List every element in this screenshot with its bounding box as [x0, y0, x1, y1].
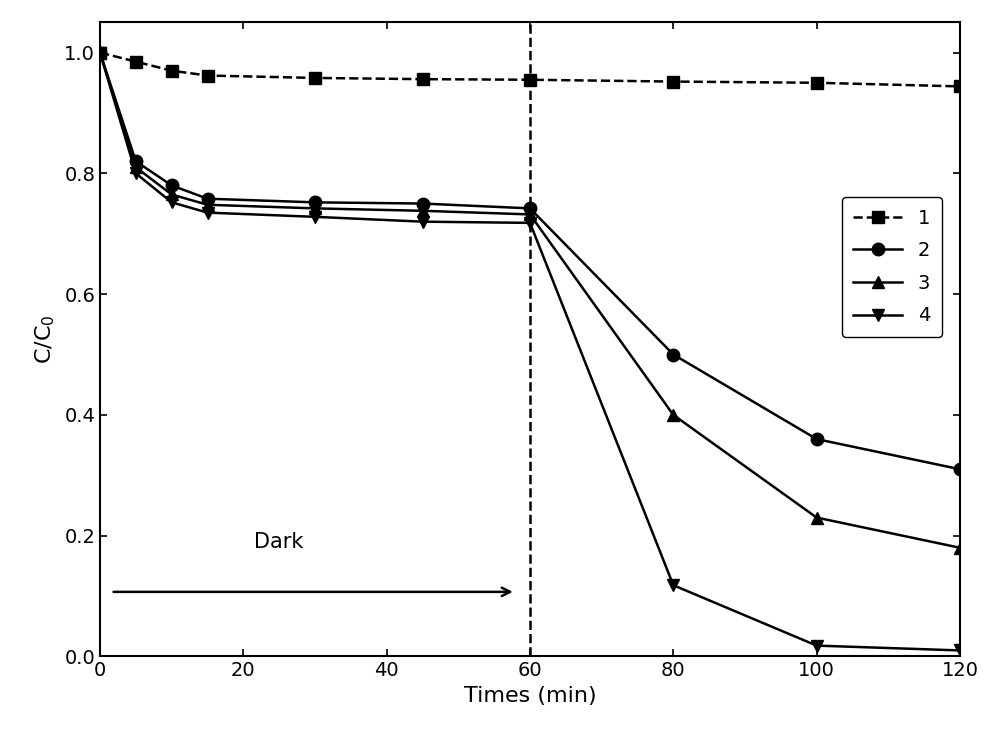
4: [130, 169, 142, 178]
Legend: 1, 2, 3, 4: 1, 2, 3, 4: [842, 197, 942, 337]
1: [202, 71, 214, 80]
4: [309, 213, 321, 222]
2: [130, 157, 142, 166]
Line: 4: 4: [94, 46, 966, 656]
2: [811, 435, 823, 444]
1: [524, 75, 536, 84]
1: [94, 48, 106, 57]
3: [309, 204, 321, 213]
2: [954, 465, 966, 474]
Y-axis label: C/C$_0$: C/C$_0$: [34, 315, 57, 364]
4: [811, 641, 823, 650]
3: [667, 410, 679, 419]
X-axis label: Times (min): Times (min): [464, 686, 596, 706]
3: [416, 207, 428, 216]
1: [954, 82, 966, 91]
1: [667, 77, 679, 86]
1: [811, 78, 823, 87]
3: [202, 200, 214, 209]
4: [202, 208, 214, 217]
2: [94, 48, 106, 57]
4: [166, 198, 178, 207]
4: [94, 48, 106, 57]
Text: Dark: Dark: [254, 532, 304, 552]
3: [130, 163, 142, 172]
2: [166, 181, 178, 190]
Line: 2: 2: [94, 46, 966, 475]
3: [524, 210, 536, 219]
4: [667, 580, 679, 589]
Line: 3: 3: [94, 46, 966, 554]
4: [524, 219, 536, 228]
3: [166, 190, 178, 199]
2: [416, 199, 428, 208]
1: [130, 57, 142, 66]
4: [416, 217, 428, 226]
2: [667, 350, 679, 359]
3: [811, 513, 823, 522]
3: [954, 543, 966, 552]
1: [166, 66, 178, 75]
1: [416, 75, 428, 84]
Line: 1: 1: [94, 46, 966, 93]
3: [94, 48, 106, 57]
2: [524, 204, 536, 213]
2: [309, 198, 321, 207]
2: [202, 194, 214, 203]
1: [309, 73, 321, 82]
4: [954, 646, 966, 655]
